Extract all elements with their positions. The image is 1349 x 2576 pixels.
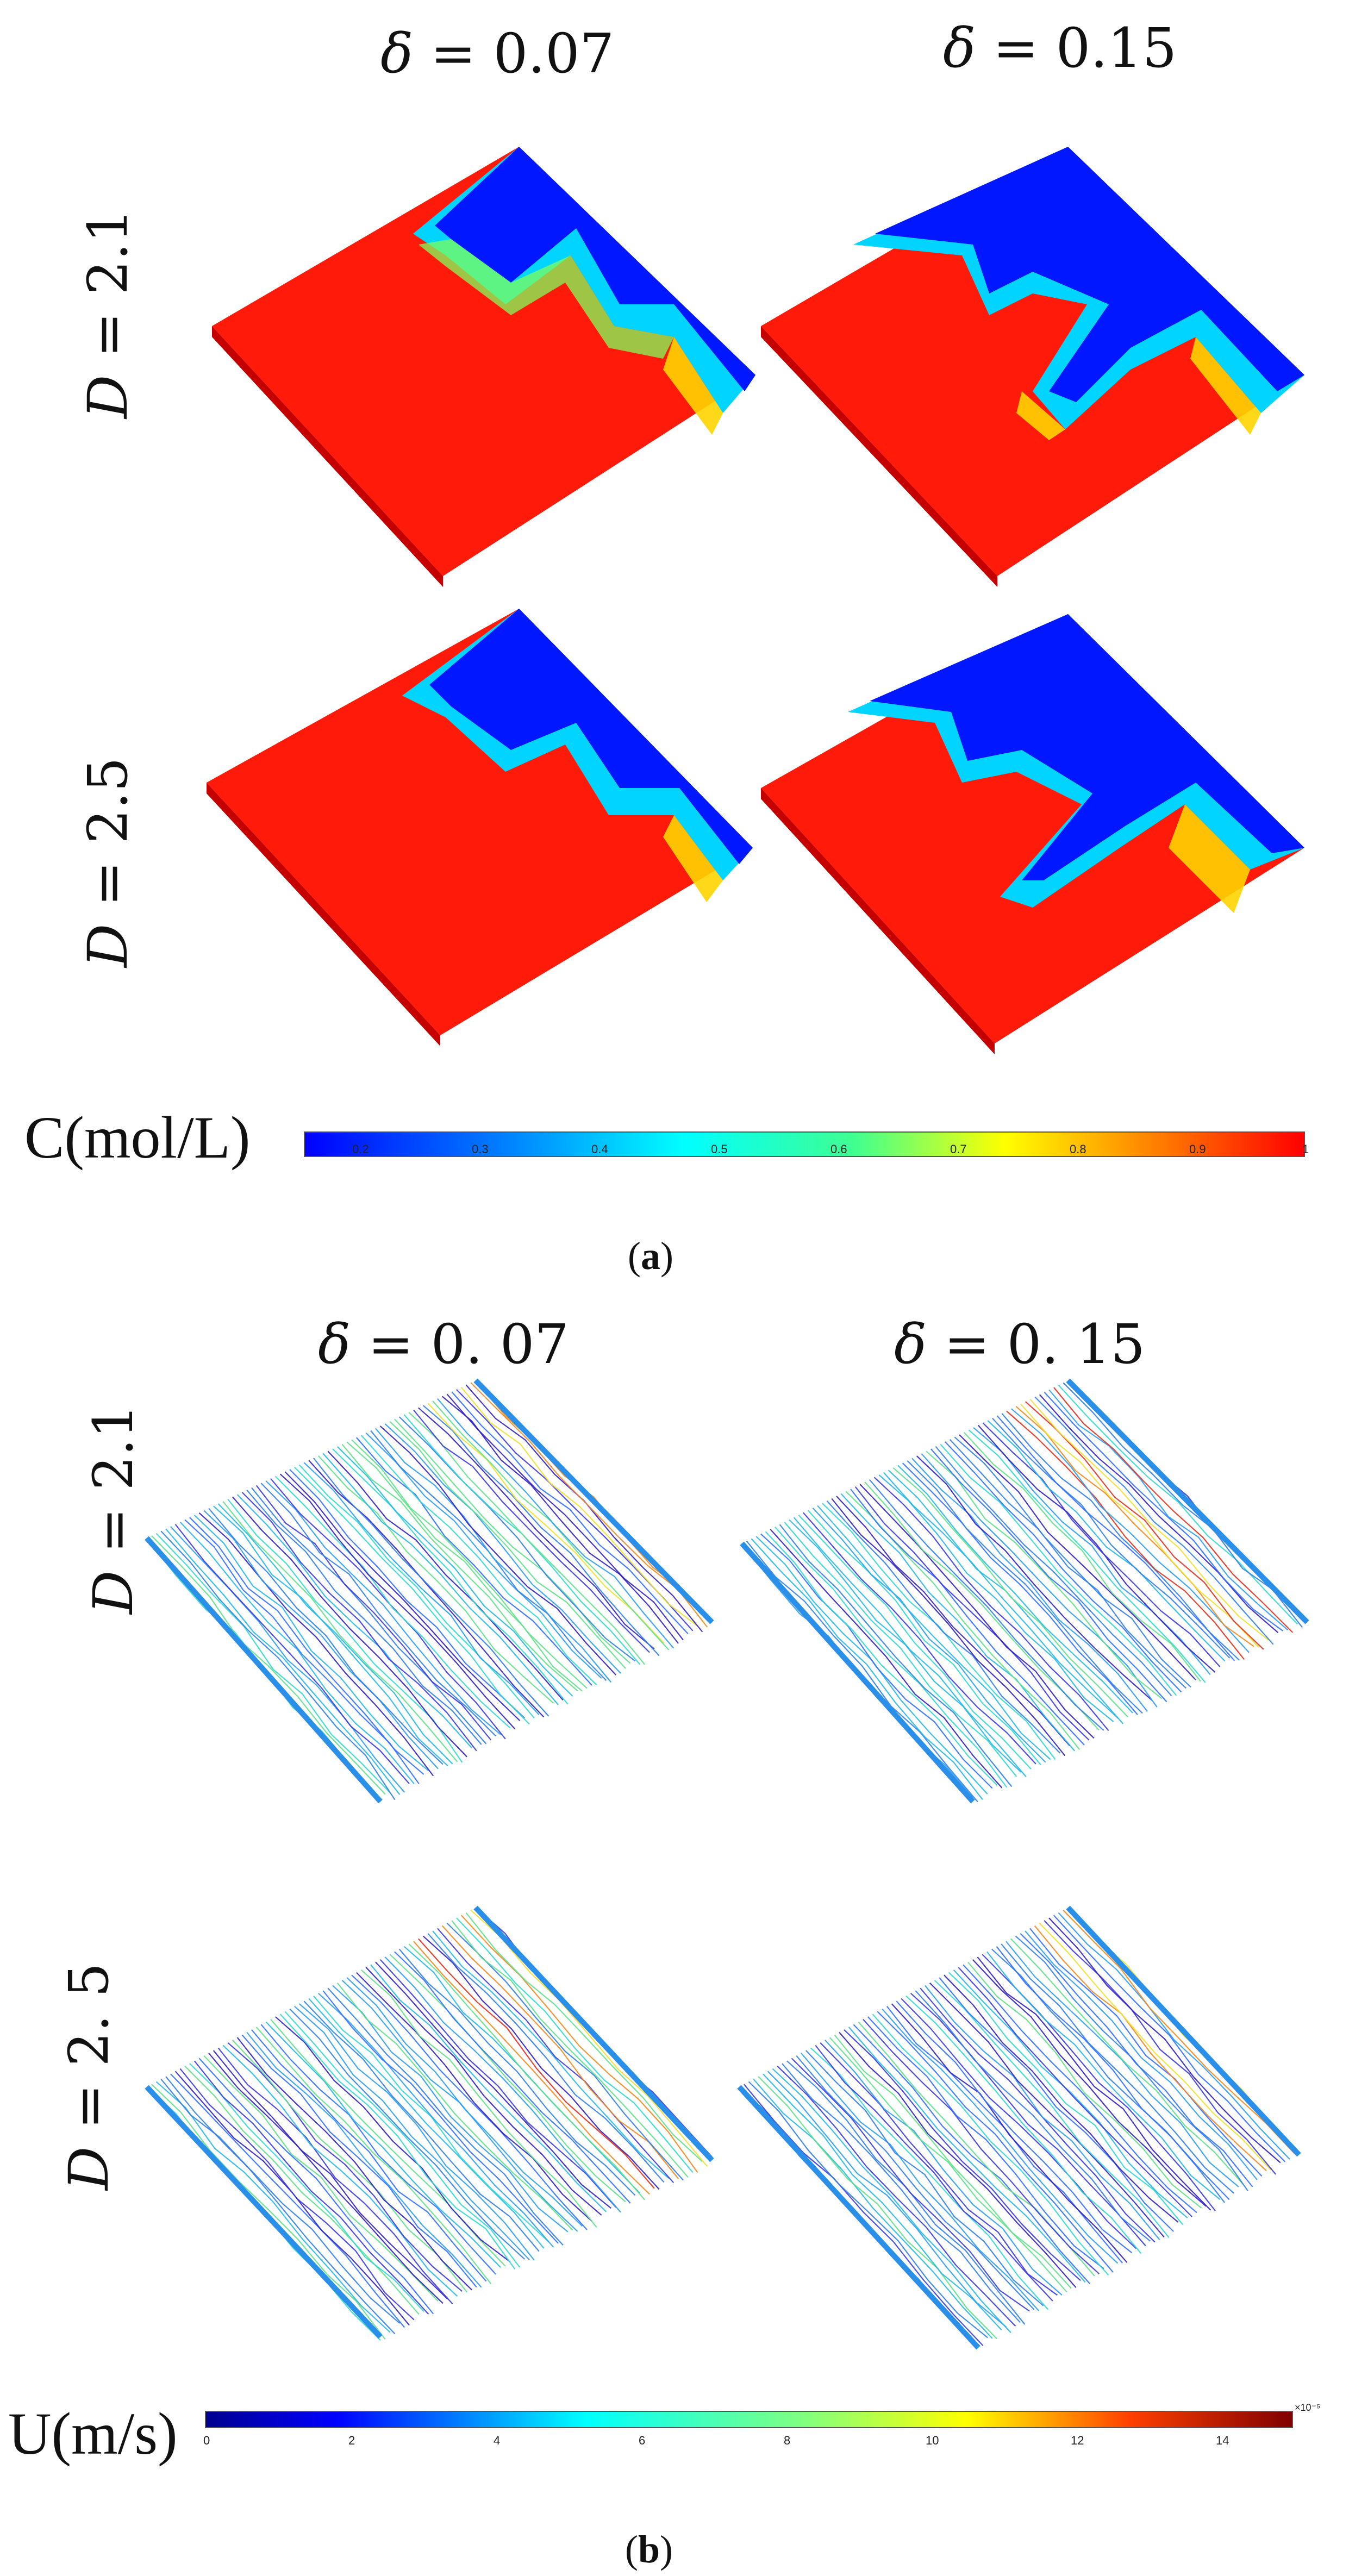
panel-label-b: (b) (625, 2528, 673, 2571)
colorbar-b-tick: 6 (639, 2434, 646, 2447)
colorbar-a-tick: 0.6 (830, 1142, 847, 1156)
colorbar-a-tick: 0.9 (1189, 1142, 1206, 1156)
colorbar-a-tick: 0.2 (352, 1142, 369, 1156)
colorbar-b-tick: 0 (203, 2434, 210, 2447)
colorbar-b-exponent: ×10⁻⁵ (1295, 2402, 1321, 2413)
panel-label-a: (a) (628, 1234, 673, 1278)
colorbar-b-tick: 8 (784, 2434, 791, 2447)
colorbar-label-velocity: U(m/s) (8, 2400, 178, 2467)
colorbar-a-tick: 0.8 (1070, 1142, 1086, 1156)
colorbar-a-tick: 1 (1302, 1142, 1309, 1156)
col-header-b-2: δ = 0. 15 (894, 1312, 1146, 1376)
colorbar-label-concentration: C(mol/L) (24, 1104, 251, 1171)
colorbar-a-tick: 0.3 (472, 1142, 489, 1156)
colorbar-a-tick: 0.7 (950, 1142, 967, 1156)
colorbar-a-tick: 0.4 (591, 1142, 608, 1156)
colorbar-b-tick: 4 (494, 2434, 501, 2447)
colorbar-a-tick: 0.5 (711, 1142, 728, 1156)
col-header-b-1: δ = 0. 07 (318, 1312, 570, 1376)
colorbar-b-tick: 10 (926, 2434, 939, 2447)
colorbar-b-tick: 2 (348, 2434, 355, 2447)
colorbar-b-tick: 14 (1216, 2434, 1229, 2447)
col-header-a-1: δ = 0.07 (380, 22, 615, 85)
col-header-a-2: δ = 0.15 (943, 16, 1177, 80)
colorbar-b-tick: 12 (1071, 2434, 1084, 2447)
